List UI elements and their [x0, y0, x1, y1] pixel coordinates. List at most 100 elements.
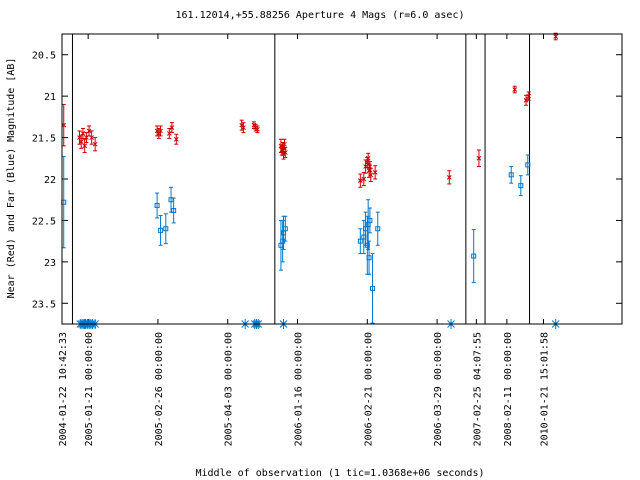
data-point: [476, 149, 482, 168]
y-tick-label: 20.5: [32, 51, 56, 62]
x-tick-label: 2004-01-22 10:42:33: [58, 332, 69, 446]
data-point: [508, 166, 514, 184]
point-marker-x: [82, 143, 88, 149]
x-tick-label: 2006-03-29 00:00:00: [433, 332, 444, 446]
x-tick-label: 2010-01-21 15:01:58: [539, 332, 550, 446]
data-point: [89, 130, 95, 145]
data-point: [518, 175, 524, 197]
point-marker-square: [525, 162, 531, 168]
point-marker-x: [169, 125, 175, 130]
x-tick-label: 2005-01-21 00:00:00: [84, 332, 95, 446]
data-point: [357, 228, 363, 255]
y-tick-label: 22: [44, 175, 56, 186]
data-point: [366, 240, 372, 275]
data-point: [166, 127, 172, 139]
point-marker-square: [366, 255, 372, 261]
data-point: [171, 197, 177, 224]
point-marker-square: [163, 226, 169, 232]
point-marker-x: [89, 135, 95, 140]
data-point: [368, 167, 374, 182]
data-point: [163, 213, 169, 245]
data-point: [372, 165, 378, 180]
data-point: [169, 122, 175, 134]
data-point: [282, 215, 288, 242]
data-point: [241, 122, 246, 134]
data-points: [61, 32, 559, 324]
data-point: [446, 170, 452, 185]
breaks-layer: [71, 34, 531, 324]
point-marker-square: [375, 226, 381, 232]
data-point: [92, 137, 98, 152]
y-axis: 20.5 21 21.5 22 22.5 23 23.5: [32, 51, 622, 310]
data-point: [282, 147, 288, 158]
point-marker-x: [365, 155, 371, 161]
point-marker-x: [361, 176, 367, 182]
x-tick-label: 2008-02-11 00:00:00: [503, 332, 514, 446]
y-tick-label: 22.5: [32, 216, 56, 227]
point-marker-x: [476, 155, 482, 161]
data-point: [158, 125, 163, 137]
y-tick-label: 23: [44, 258, 56, 269]
data-point: [370, 253, 376, 324]
point-marker-x: [86, 128, 92, 134]
point-marker-x: [357, 178, 363, 184]
point-marker-square: [158, 227, 164, 233]
point-marker-x: [241, 125, 246, 130]
point-marker-square: [370, 285, 376, 291]
data-point: [361, 171, 367, 187]
data-point: [158, 214, 164, 246]
data-point: [173, 133, 179, 145]
point-marker-x: [372, 170, 378, 175]
y-tick-label: 23.5: [32, 299, 56, 310]
point-marker-square: [471, 253, 477, 259]
data-point: [80, 127, 86, 139]
point-marker-x: [523, 97, 529, 103]
point-marker-x: [282, 150, 288, 155]
point-marker-square: [367, 217, 373, 223]
point-marker-x: [78, 139, 84, 145]
x-axis: 2004-01-22 10:42:33 2005-01-21 00:00:00 20…: [58, 34, 550, 446]
x-tick-label: 2005-02-26 00:00:00: [154, 332, 165, 446]
point-marker-square: [171, 207, 177, 213]
x-tick-label: 2006-01-16 00:00:00: [294, 332, 305, 446]
point-marker-x: [446, 174, 452, 180]
point-marker-square: [168, 197, 174, 203]
plot-frame: [61, 33, 623, 325]
chart-title: 161.12014,+55.88256 Aperture 4 Mags (r=6…: [176, 10, 465, 21]
point-marker-x: [92, 141, 98, 147]
data-point: [375, 211, 381, 246]
data-point: [367, 207, 373, 234]
x-tick-label: 2005-04-03 00:00:00: [224, 332, 235, 446]
data-point: [512, 85, 518, 94]
point-marker-square: [508, 172, 514, 178]
point-marker-x: [255, 126, 260, 132]
data-point: [525, 154, 531, 176]
point-marker-x: [512, 87, 518, 92]
point-marker-square: [357, 238, 363, 244]
data-point: [86, 125, 92, 137]
point-marker-x: [553, 34, 559, 39]
data-point: [357, 173, 363, 188]
point-marker-square: [518, 183, 524, 189]
y-tick-label: 21: [44, 92, 56, 103]
x-axis-label: Middle of observation (1 tic=1.0368e+06 …: [196, 468, 485, 479]
point-marker-x: [158, 128, 163, 134]
x-tick-label: 2006-02-21 00:00:00: [363, 332, 374, 446]
data-point: [154, 192, 160, 219]
data-point: [471, 229, 477, 284]
point-marker-x: [368, 172, 374, 178]
point-marker-x: [173, 136, 179, 142]
data-point: [523, 94, 529, 106]
y-tick-label: 21.5: [32, 134, 56, 145]
y-axis-label: Near (Red) and Far (Blue) Magnitude [AB]: [6, 58, 17, 299]
point-marker-square: [154, 203, 160, 209]
point-marker-x: [526, 93, 532, 99]
point-marker-x: [80, 131, 86, 136]
point-marker-x: [282, 141, 287, 147]
x-tick-label: 2007-02-25 04:07:55: [472, 332, 483, 446]
point-marker-square: [282, 226, 288, 232]
data-point: [526, 91, 532, 101]
data-point: [255, 125, 260, 134]
point-marker-x: [166, 131, 172, 136]
